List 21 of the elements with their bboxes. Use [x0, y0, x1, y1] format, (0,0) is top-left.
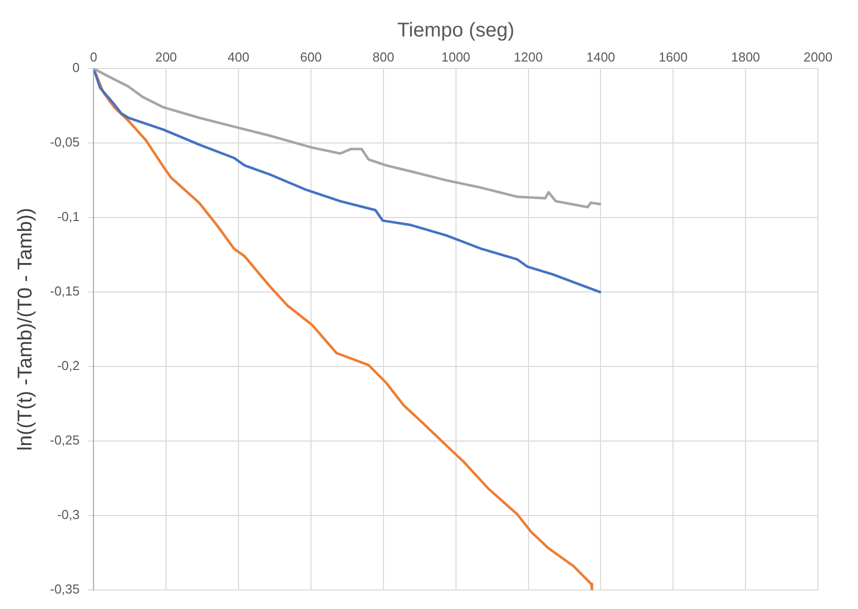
x-tick-label: 1000 — [441, 49, 470, 64]
x-tick-label: 1600 — [658, 49, 688, 64]
y-tick-label: -0,2 — [57, 358, 80, 374]
x-tick-label: 0 — [90, 49, 98, 64]
x-tick-label: 1200 — [514, 49, 543, 64]
x-tick-label: 200 — [155, 49, 177, 64]
x-tick-label: 1800 — [731, 49, 760, 64]
x-tick-label: 600 — [300, 49, 322, 64]
x-tick-label: 800 — [372, 49, 394, 64]
y-tick-label: -0,05 — [50, 134, 80, 150]
y-tick-label: -0,25 — [50, 432, 80, 448]
y-tick-label: -0,1 — [57, 209, 80, 224]
y-tick-label: -0,35 — [50, 582, 80, 597]
x-axis-title: Tiempo (seg) — [397, 20, 514, 42]
x-tick-label: 2000 — [804, 49, 832, 64]
x-tick-label: 1400 — [586, 49, 616, 64]
y-tick-label: -0,3 — [57, 507, 80, 522]
y-tick-label: 0 — [72, 60, 80, 76]
y-tick-label: -0,15 — [50, 284, 80, 299]
y-axis-title: ln((T(t) -Tamb)/(T0 - Tamb)) — [14, 208, 37, 451]
x-tick-label: 400 — [228, 49, 250, 64]
